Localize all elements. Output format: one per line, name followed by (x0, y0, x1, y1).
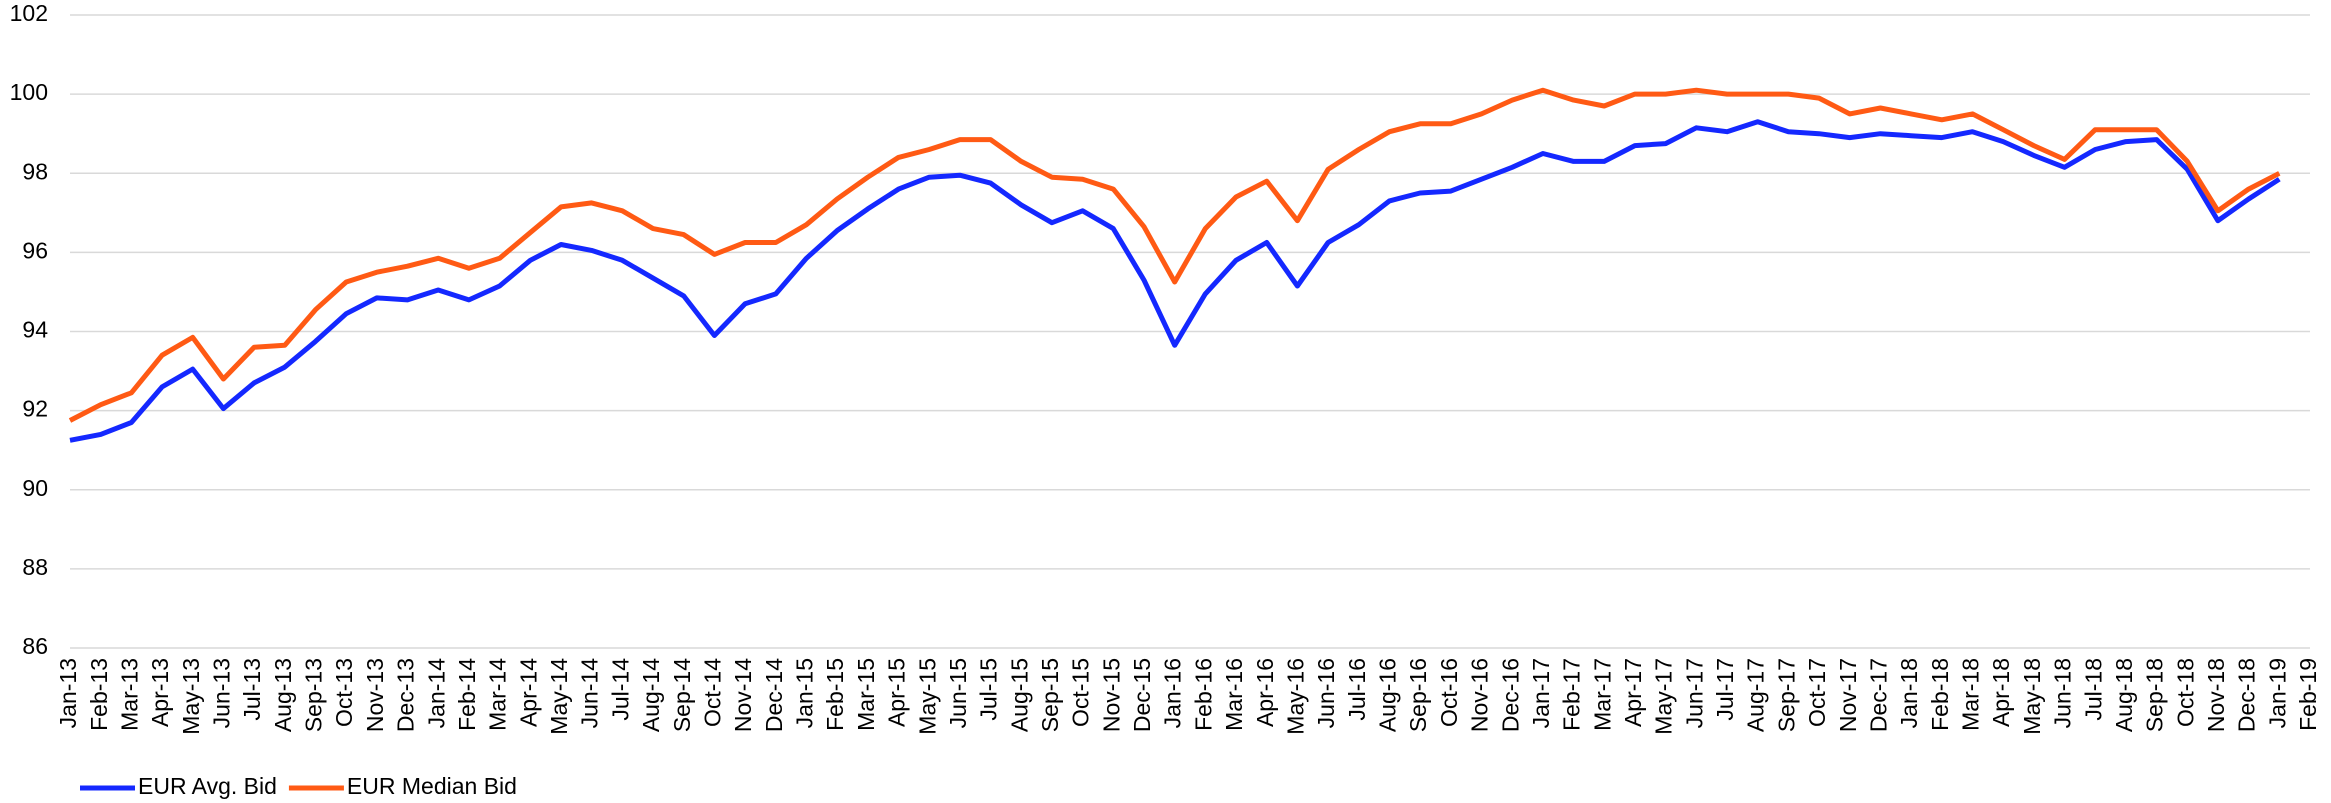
x-tick-label: Nov-15 (1098, 658, 1124, 732)
x-tick-label: Feb-16 (1190, 658, 1216, 731)
y-tick-label: 90 (22, 475, 48, 501)
x-tick-label: Sep-13 (301, 658, 327, 732)
x-tick-label: Dec-16 (1497, 658, 1523, 732)
x-tick-label: Jul-13 (239, 658, 265, 721)
x-tick-label: Oct-18 (2172, 658, 2198, 727)
x-tick-label: Jan-15 (792, 658, 818, 728)
x-tick-label: Aug-17 (1743, 658, 1769, 732)
x-tick-label: Mar-14 (485, 658, 511, 731)
y-tick-label: 100 (10, 79, 48, 105)
x-tick-label: Jan-16 (1160, 658, 1186, 728)
x-tick-label: Sep-15 (1037, 658, 1063, 732)
x-tick-label: May-14 (546, 658, 572, 735)
x-tick-label: Oct-16 (1436, 658, 1462, 727)
x-tick-label: Jul-18 (2080, 658, 2106, 721)
x-tick-label: Dec-13 (393, 658, 419, 732)
x-tick-label: Sep-17 (1773, 658, 1799, 732)
x-tick-label: Apr-14 (515, 658, 541, 727)
x-tick-label: Oct-17 (1804, 658, 1830, 727)
x-tick-label: May-16 (1282, 658, 1308, 735)
series-line (69, 119, 2281, 443)
x-tick-label: Nov-17 (1835, 658, 1861, 732)
x-tick-label: Jun-16 (1313, 658, 1339, 728)
x-tick-label: Jun-17 (1681, 658, 1707, 728)
x-tick-label: Apr-18 (1988, 658, 2014, 727)
x-tick-label: Aug-15 (1006, 658, 1032, 732)
y-tick-label: 94 (22, 317, 48, 343)
x-tick-label: Apr-16 (1252, 658, 1278, 727)
x-tick-label: Jun-18 (2050, 658, 2076, 728)
x-tick-label: May-13 (178, 658, 204, 735)
x-tick-label: Sep-16 (1405, 658, 1431, 732)
x-tick-label: Aug-16 (1375, 658, 1401, 732)
x-tick-label: Jul-15 (976, 658, 1002, 721)
x-tick-label: Jul-17 (1712, 658, 1738, 721)
x-tick-label: Dec-14 (761, 658, 787, 732)
x-tick-label: Mar-16 (1221, 658, 1247, 731)
x-tick-label: Feb-14 (454, 658, 480, 731)
x-tick-label: Jun-15 (945, 658, 971, 728)
x-tick-label: Jul-14 (607, 658, 633, 721)
x-tick-label: Dec-17 (1865, 658, 1891, 732)
x-tick-label: Jan-19 (2264, 658, 2290, 728)
x-tick-label: Aug-14 (638, 658, 664, 732)
y-tick-label: 98 (22, 158, 48, 184)
x-tick-label: Apr-13 (147, 658, 173, 727)
x-tick-label: Nov-13 (362, 658, 388, 732)
x-tick-label: May-18 (2019, 658, 2045, 735)
x-tick-label: Feb-18 (1927, 658, 1953, 731)
x-tick-label: Dec-15 (1129, 658, 1155, 732)
x-tick-label: Feb-13 (86, 658, 112, 731)
x-tick-label: Mar-18 (1958, 658, 1984, 731)
x-tick-label: Mar-15 (853, 658, 879, 731)
x-tick-label: Apr-15 (884, 658, 910, 727)
x-tick-label: Sep-18 (2142, 658, 2168, 732)
x-tick-label: Feb-19 (2295, 658, 2321, 731)
x-tick-label: Oct-14 (699, 658, 725, 727)
x-tick-label: Jan-13 (55, 658, 81, 728)
y-tick-label: 96 (22, 237, 48, 263)
x-tick-label: Apr-17 (1620, 658, 1646, 727)
x-tick-label: May-15 (914, 658, 940, 735)
x-tick-label: Dec-18 (2234, 658, 2260, 732)
x-tick-label: Nov-14 (730, 658, 756, 732)
x-tick-label: Nov-18 (2203, 658, 2229, 732)
x-tick-label: Mar-17 (1589, 658, 1615, 731)
series-line (68, 87, 2281, 423)
x-tick-label: Mar-13 (116, 658, 142, 731)
x-tick-label: Jul-16 (1344, 658, 1370, 721)
legend-label: EUR Avg. Bid (138, 773, 277, 799)
x-tick-label: Feb-15 (822, 658, 848, 731)
y-tick-label: 102 (10, 0, 48, 26)
x-tick-label: Jan-17 (1528, 658, 1554, 728)
x-tick-label: Oct-15 (1068, 658, 1094, 727)
x-tick-label: Jan-18 (1896, 658, 1922, 728)
y-tick-label: 88 (22, 554, 48, 580)
x-tick-label: Jun-14 (577, 658, 603, 729)
x-tick-label: Jan-14 (423, 658, 449, 729)
x-tick-label: Nov-16 (1467, 658, 1493, 732)
y-tick-label: 92 (22, 396, 48, 422)
legend-label: EUR Median Bid (347, 773, 517, 799)
x-tick-label: Oct-13 (331, 658, 357, 727)
x-tick-label: May-17 (1651, 658, 1677, 735)
x-tick-label: Feb-17 (1559, 658, 1585, 731)
x-tick-label: Aug-18 (2111, 658, 2137, 732)
x-tick-label: Aug-13 (270, 658, 296, 732)
y-tick-label: 86 (22, 633, 48, 659)
x-tick-label: Sep-14 (669, 658, 695, 732)
x-tick-label: Jun-13 (209, 658, 235, 728)
